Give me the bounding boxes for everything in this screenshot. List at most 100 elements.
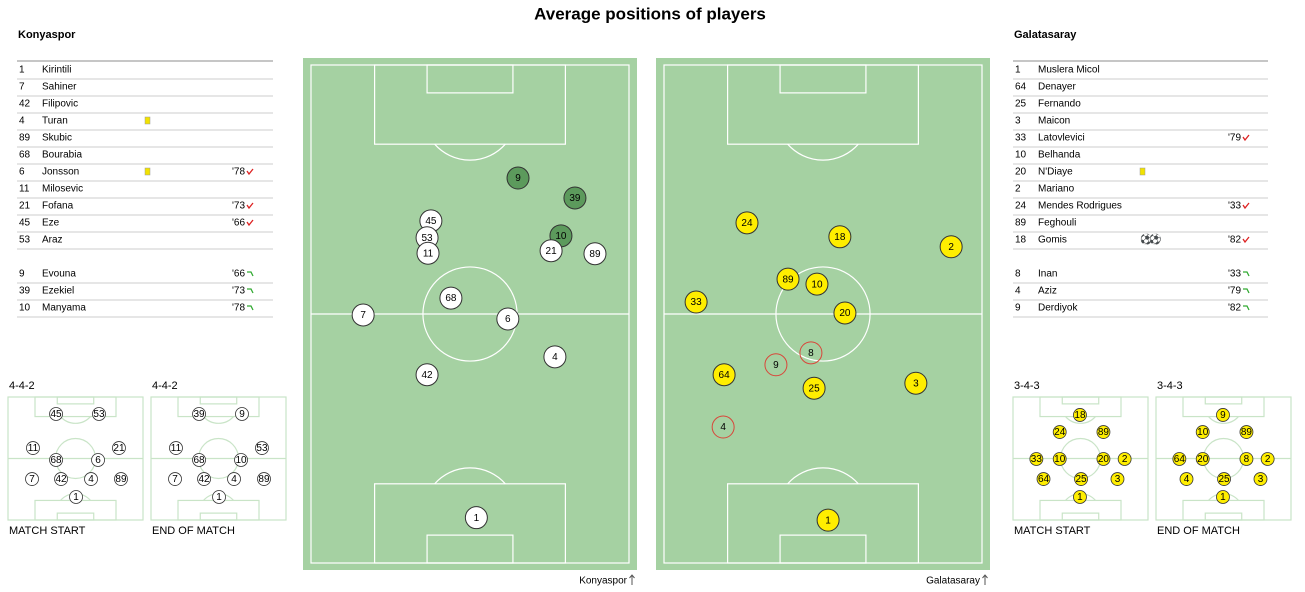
mini-marker [69, 490, 83, 504]
direction-arrow [629, 574, 635, 585]
mini-number: 7 [172, 474, 178, 485]
penalty-arc [60, 416, 91, 424]
mini-number: 11 [28, 443, 39, 454]
mini-number: 42 [198, 474, 210, 485]
mini-marker [212, 490, 226, 504]
player-number: 10 [19, 303, 31, 314]
player-name: Denayer [1038, 82, 1076, 93]
player-number: 3 [1015, 116, 1021, 127]
mini-number: 10 [235, 455, 247, 466]
player-name: Araz [42, 235, 63, 246]
player-marker [711, 415, 735, 439]
mini-number: 8 [1244, 454, 1250, 465]
sub-on-icon [247, 271, 254, 277]
player-marker-number: 53 [422, 233, 434, 244]
mini-marker [1110, 472, 1125, 486]
player-name: Mendes Rodrigues [1038, 201, 1122, 212]
mini-marker [84, 472, 98, 486]
player-number: 4 [1015, 286, 1021, 297]
player-name: Derdiyok [1038, 303, 1078, 314]
mini-marker [1073, 408, 1087, 422]
player-marker [816, 508, 840, 532]
yellow-card [1139, 167, 1146, 176]
sub-off-icon [246, 219, 254, 227]
sub-minute: '79 [1228, 133, 1241, 144]
player-marker [439, 286, 463, 310]
mini-marker [197, 472, 211, 486]
team-name: Galatasaray [1014, 29, 1077, 41]
player-marker-number: 21 [546, 246, 558, 257]
player-name: Aziz [1038, 286, 1057, 297]
mini-number: 64 [1174, 454, 1186, 465]
player-number: 89 [19, 133, 31, 144]
mini-marker [1052, 452, 1067, 466]
player-marker [464, 506, 488, 530]
mini-marker [1036, 472, 1051, 486]
mini-number: 3 [1258, 474, 1264, 485]
player-number: 1 [19, 65, 25, 76]
player-marker [799, 341, 823, 365]
mini-marker [1260, 452, 1275, 466]
sub-minute: '66 [232, 269, 245, 280]
player-marker-number: 3 [913, 378, 919, 389]
mini-marker [255, 441, 269, 455]
player-name: Maicon [1038, 116, 1070, 127]
player-number: 6 [19, 167, 25, 178]
mini-number: 24 [1054, 427, 1066, 438]
mini-marker [54, 472, 68, 486]
sub-on-icon [1243, 305, 1250, 311]
player-marker-number: 7 [360, 310, 366, 321]
mini-marker [1029, 452, 1044, 466]
sub-off-icon [1242, 134, 1250, 142]
yellow-card [144, 167, 151, 176]
goal-box [1061, 512, 1100, 521]
player-marker [543, 345, 567, 369]
player-number: 20 [1015, 167, 1027, 178]
mini-number: 33 [1031, 454, 1043, 465]
mini-number: 11 [171, 443, 182, 454]
player-name: Evouna [42, 269, 76, 280]
mini-number: 4 [88, 474, 94, 485]
goal-box [199, 512, 238, 521]
mini-number: 89 [1241, 427, 1253, 438]
pitch-team-label: Konyaspor [579, 576, 627, 587]
player-marker [939, 235, 963, 259]
mini-number: 6 [95, 455, 101, 466]
mini-number: 68 [193, 455, 205, 466]
goal-box [1061, 396, 1100, 405]
mini-number: 42 [55, 474, 67, 485]
mini-number: 10 [1054, 454, 1066, 465]
player-marker-number: 6 [505, 314, 511, 325]
mini-number: 9 [239, 409, 245, 420]
sub-on-icon [1243, 288, 1250, 294]
player-number: 33 [1015, 133, 1027, 144]
mini-number: 89 [258, 474, 270, 485]
player-marker [712, 363, 736, 387]
goal-box [779, 64, 867, 94]
mini-marker [235, 407, 249, 421]
penalty-arc [434, 467, 506, 485]
player-name: Milosevic [42, 184, 83, 195]
sub-on-icon [247, 288, 254, 294]
sub-minute: '66 [232, 218, 245, 229]
player-number: 45 [19, 218, 31, 229]
sub-on-icon [247, 305, 254, 311]
sub-off-icon [246, 202, 254, 210]
mini-number: 53 [256, 443, 268, 454]
mini-number: 21 [113, 443, 125, 454]
goal-box [1204, 396, 1243, 405]
player-number: 1 [1015, 65, 1021, 76]
player-number: 64 [1015, 82, 1027, 93]
goal-box [779, 534, 867, 564]
mini-marker [1073, 490, 1087, 504]
player-name: Manyama [42, 303, 86, 314]
sub-off-icon [1242, 202, 1250, 210]
mini-marker [1074, 472, 1088, 486]
mini-marker [1216, 490, 1230, 504]
player-name: Ezekiel [42, 286, 74, 297]
player-marker-number: 42 [422, 370, 434, 381]
penalty-arc [787, 143, 859, 161]
sub-minute: '78 [232, 303, 245, 314]
player-marker [583, 242, 607, 266]
player-number: 39 [19, 286, 31, 297]
